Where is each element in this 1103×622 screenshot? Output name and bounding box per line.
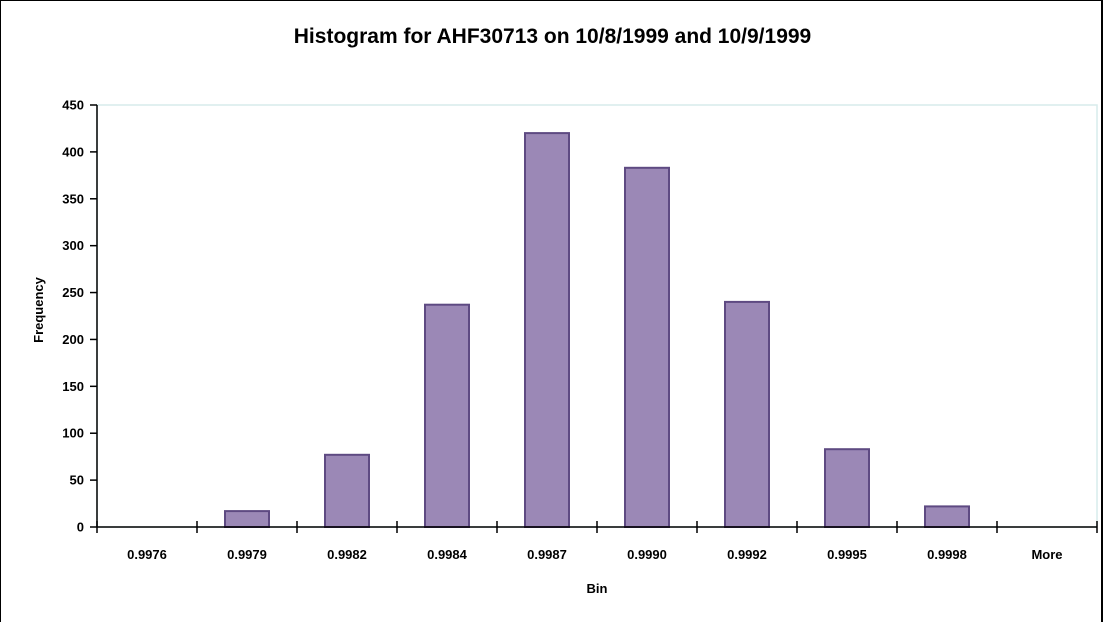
y-tick-label: 150	[62, 379, 84, 394]
y-tick-label: 400	[62, 144, 84, 159]
plot-area	[96, 104, 1098, 528]
bar-0.9982	[324, 453, 370, 528]
bar-0.9990	[624, 166, 670, 529]
x-tick-label: 0.9992	[727, 547, 767, 562]
y-tick-label: 50	[70, 473, 84, 488]
x-tick-label: 0.9982	[327, 547, 367, 562]
bars-group	[224, 132, 970, 529]
y-tick-label: 0	[77, 520, 84, 535]
bar-0.9984	[424, 303, 470, 529]
y-tick-label: 200	[62, 332, 84, 347]
x-axis-title: Bin	[587, 581, 608, 596]
tick-labels-group: 0 50 100 150 200 250 300 350 400 450 0.9976 0.9979 0…	[62, 98, 1062, 563]
axes-group	[90, 104, 1098, 533]
bar-0.9998	[924, 505, 970, 528]
x-tick-label: 0.9998	[927, 547, 967, 562]
y-tick-label: 450	[62, 98, 84, 113]
bar-0.9995	[824, 448, 870, 529]
bar-0.9979	[224, 510, 270, 529]
y-tick-label: 300	[62, 238, 84, 253]
x-tick-label: 0.9990	[627, 547, 667, 562]
y-tick-label: 250	[62, 285, 84, 300]
y-tick-label: 350	[62, 191, 84, 206]
y-tick-label: 100	[62, 426, 84, 441]
bar-0.9987	[524, 132, 570, 528]
x-tick-label: 0.9984	[427, 547, 468, 562]
y-axis-title: Frequency	[31, 276, 46, 343]
x-tick-label: 0.9987	[527, 547, 567, 562]
chart-title: Histogram for AHF30713 on 10/8/1999 and …	[293, 25, 812, 48]
x-tick-label: 0.9995	[827, 547, 867, 562]
bar-0.9992	[724, 300, 770, 528]
x-tick-label: More	[1031, 547, 1062, 562]
x-tick-label: 0.9979	[227, 547, 267, 562]
x-tick-label: 0.9976	[127, 547, 167, 562]
